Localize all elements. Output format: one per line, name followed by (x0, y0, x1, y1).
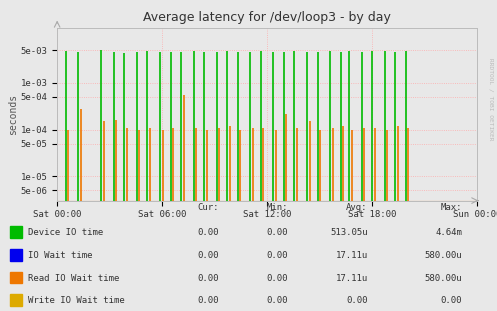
Text: 17.11u: 17.11u (335, 251, 368, 260)
Text: 0.00: 0.00 (197, 251, 219, 260)
Text: 0.00: 0.00 (346, 296, 368, 305)
Text: Min:: Min: (267, 203, 288, 212)
Text: Read IO Wait time: Read IO Wait time (28, 274, 120, 282)
Text: Max:: Max: (441, 203, 462, 212)
Text: Avg:: Avg: (346, 203, 368, 212)
Text: IO Wait time: IO Wait time (28, 251, 93, 260)
Title: Average latency for /dev/loop3 - by day: Average latency for /dev/loop3 - by day (143, 11, 391, 24)
Text: 0.00: 0.00 (441, 296, 462, 305)
Y-axis label: seconds: seconds (8, 94, 18, 135)
Text: 0.00: 0.00 (197, 228, 219, 237)
Text: 4.64m: 4.64m (435, 228, 462, 237)
Text: 0.00: 0.00 (197, 274, 219, 282)
Text: Device IO time: Device IO time (28, 228, 103, 237)
Text: 580.00u: 580.00u (424, 274, 462, 282)
Text: 0.00: 0.00 (267, 228, 288, 237)
Text: 0.00: 0.00 (267, 274, 288, 282)
Text: Cur:: Cur: (197, 203, 219, 212)
Text: 0.00: 0.00 (267, 251, 288, 260)
Text: 17.11u: 17.11u (335, 274, 368, 282)
Text: Write IO Wait time: Write IO Wait time (28, 296, 125, 305)
Text: RRDTOOL / TOBI OETIKER: RRDTOOL / TOBI OETIKER (489, 58, 494, 141)
Text: 513.05u: 513.05u (330, 228, 368, 237)
Text: 0.00: 0.00 (197, 296, 219, 305)
Text: 580.00u: 580.00u (424, 251, 462, 260)
Text: 0.00: 0.00 (267, 296, 288, 305)
